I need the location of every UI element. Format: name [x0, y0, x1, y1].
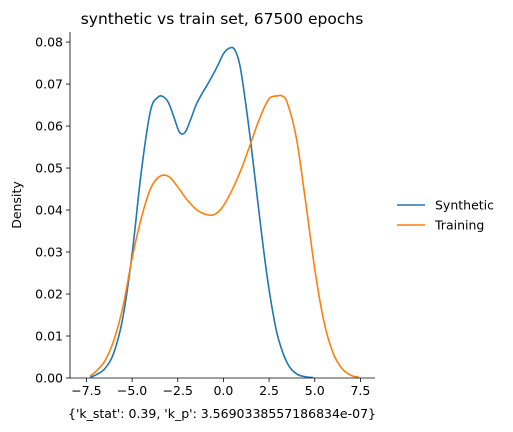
- y-axis-label: Density: [9, 181, 24, 229]
- x-tick-label: −5.0: [117, 383, 147, 398]
- x-tick-label: 7.5: [350, 383, 370, 398]
- series-layer: [89, 46, 359, 379]
- legend: Synthetic Training: [397, 198, 494, 233]
- legend-label-synthetic: Synthetic: [435, 198, 494, 213]
- x-axis-label: {'k_stat': 0.39, 'k_p': 3.56903385571868…: [68, 406, 376, 421]
- y-tick-label: 0.07: [35, 77, 63, 92]
- y-ticks: 0.00 0.01 0.02 0.03 0.04 0.05 0.06 0.07 0.08: [35, 35, 70, 386]
- x-tick-label: −2.5: [163, 383, 193, 398]
- y-tick-label: 0.00: [35, 371, 63, 386]
- x-ticks: −7.5 −5.0 −2.5 0.0 2.5 5.0 7.5: [71, 378, 370, 398]
- y-tick-label: 0.08: [35, 35, 63, 50]
- x-tick-label: −7.5: [71, 383, 101, 398]
- y-tick-label: 0.06: [35, 119, 63, 134]
- x-tick-label: 2.5: [259, 383, 279, 398]
- series-line-training: [89, 94, 359, 378]
- legend-label-training: Training: [434, 218, 484, 233]
- y-tick-label: 0.04: [35, 203, 63, 218]
- y-tick-label: 0.02: [35, 287, 63, 302]
- y-tick-label: 0.01: [35, 329, 63, 344]
- x-tick-label: 0.0: [213, 383, 233, 398]
- x-tick-label: 5.0: [305, 383, 325, 398]
- y-tick-label: 0.03: [35, 245, 63, 260]
- y-tick-label: 0.05: [35, 161, 63, 176]
- plot-area: −7.5 −5.0 −2.5 0.0 2.5 5.0 7.5 0.000.010.020.0…: [35, 32, 375, 398]
- chart-title: synthetic vs train set, 67500 epochs: [81, 10, 364, 28]
- series-line-synthetic: [89, 46, 313, 379]
